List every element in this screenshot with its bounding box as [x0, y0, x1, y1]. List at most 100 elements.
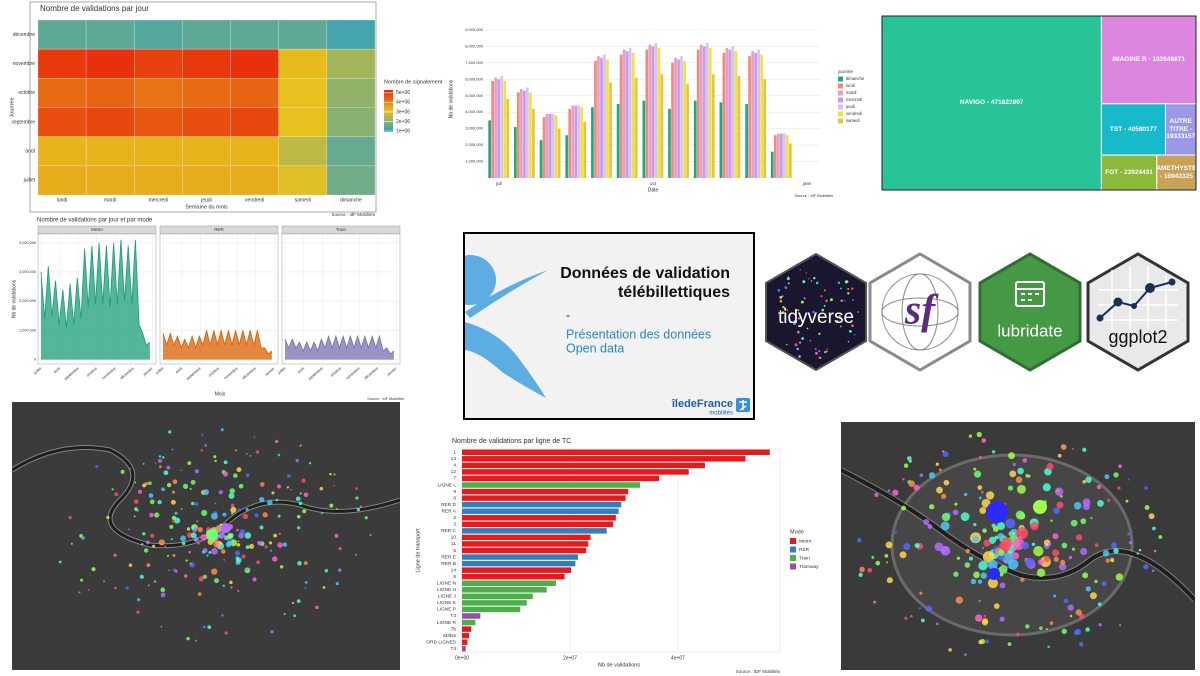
y-tick-label: LIGNE P — [437, 607, 456, 613]
y-tick-label: 10 — [451, 535, 457, 541]
station-dot — [952, 509, 959, 516]
station-dot — [166, 554, 170, 557]
station-dot — [206, 529, 218, 541]
station-dot — [1061, 542, 1068, 549]
station-dot — [1020, 577, 1025, 582]
station-dot — [245, 545, 250, 550]
station-dot — [172, 553, 176, 557]
bar — [494, 77, 498, 178]
station-dot — [333, 484, 336, 487]
star — [802, 280, 806, 284]
station-dot — [901, 505, 907, 511]
x-tick-label: janvier — [142, 366, 154, 377]
station-dot — [1053, 556, 1059, 562]
station-dot — [968, 434, 973, 438]
station-dot — [1096, 484, 1102, 490]
station-dot — [278, 532, 281, 535]
station-dot — [171, 448, 174, 451]
station-dot — [236, 543, 241, 547]
brand-icon-glyph — [739, 400, 747, 411]
y-tick-label: 2,000,000 — [19, 299, 36, 303]
heat-cell — [326, 19, 376, 50]
station-dot — [1060, 559, 1066, 565]
station-dot — [277, 453, 281, 457]
star — [783, 307, 787, 310]
station-dot — [201, 433, 204, 436]
station-dot — [221, 549, 226, 554]
station-dot — [272, 556, 278, 562]
station-dot — [1102, 550, 1110, 557]
station-dot — [941, 493, 947, 499]
bar — [782, 133, 786, 178]
bar — [745, 103, 748, 178]
station-dot — [194, 469, 199, 474]
bar — [461, 488, 629, 495]
station-dot — [1012, 552, 1020, 560]
y-tick-label: LIGNE K — [437, 600, 457, 606]
logo-text: ggplot2 — [1108, 327, 1167, 347]
station-dot — [125, 586, 129, 590]
y-tick-label: RER A — [442, 508, 457, 514]
heat-cell — [182, 165, 231, 196]
y-tick-label: LIGNE L — [438, 482, 457, 488]
station-dot — [904, 616, 908, 620]
star — [821, 308, 825, 312]
y-tick-label: 0 — [34, 358, 36, 362]
station-dot — [183, 574, 188, 578]
star — [826, 350, 828, 353]
star — [787, 282, 790, 285]
station-dot — [188, 550, 191, 554]
station-dot — [270, 549, 273, 552]
station-dot — [154, 512, 160, 518]
station-dot — [1144, 505, 1150, 510]
bar — [642, 100, 646, 178]
station-dot — [894, 531, 898, 534]
station-dot — [1056, 501, 1064, 509]
station-dot — [1061, 628, 1068, 634]
x-tick-label: juillet — [154, 366, 165, 376]
station-dot — [149, 499, 155, 505]
station-dot — [217, 534, 221, 538]
legend-tick-label: 5e+06 — [396, 90, 410, 96]
star — [824, 350, 827, 354]
station-dot — [70, 542, 73, 545]
bar — [461, 547, 587, 554]
legend-swatch — [838, 76, 843, 82]
station-dot — [154, 462, 157, 464]
heat-cell — [37, 19, 87, 50]
bar — [594, 61, 597, 179]
hex-tidyverse — [765, 252, 867, 372]
station-dot — [202, 625, 206, 629]
station-dot — [978, 639, 983, 645]
station-dot — [237, 589, 240, 593]
star — [847, 292, 850, 295]
station-dot — [1071, 447, 1075, 450]
station-dot — [1052, 533, 1059, 540]
heat-cell — [326, 78, 376, 108]
bar — [461, 456, 746, 462]
station-dot — [169, 524, 174, 529]
bar — [461, 580, 556, 586]
station-dot — [974, 470, 982, 478]
brand-logo-text: îledeFrance — [671, 398, 733, 410]
station-dot — [1008, 559, 1019, 570]
station-dot — [87, 588, 90, 591]
bar — [461, 482, 641, 488]
station-dot — [168, 569, 170, 572]
station-dot — [296, 599, 301, 603]
x-tick-label: août — [175, 366, 184, 374]
station-dot — [315, 605, 319, 610]
station-dot — [936, 486, 943, 494]
x-tick-label: lundi — [57, 197, 68, 203]
bar — [751, 51, 754, 179]
station-dot — [1045, 628, 1048, 631]
y-tick-label: RER B — [441, 561, 456, 567]
station-dot — [211, 568, 218, 575]
station-dot — [214, 502, 217, 505]
station-dot — [301, 478, 306, 483]
x-tick-label: janv — [802, 181, 812, 186]
station-dot — [302, 509, 307, 514]
station-dot — [1136, 552, 1139, 555]
station-dot — [237, 508, 242, 512]
star — [823, 289, 826, 292]
